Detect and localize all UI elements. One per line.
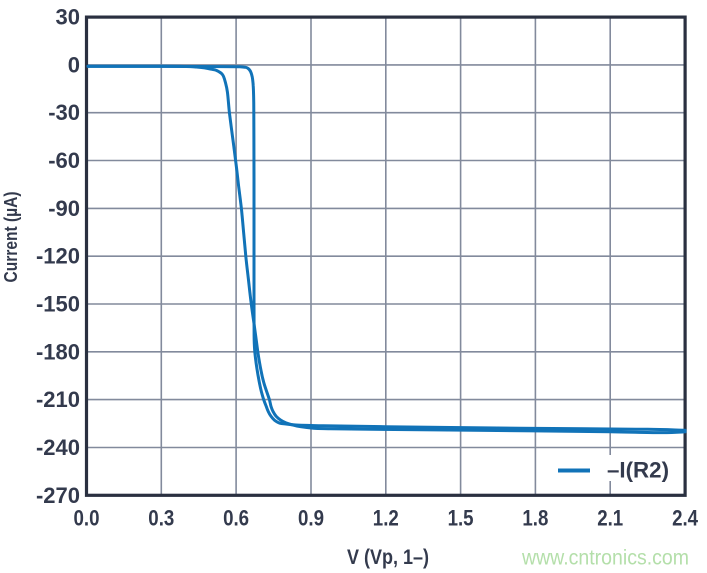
svg-text:www.cntronics.com: www.cntronics.com: [521, 547, 689, 570]
svg-text:-120: -120: [36, 244, 80, 269]
svg-text:-150: -150: [36, 292, 80, 317]
svg-text:-60: -60: [48, 148, 80, 173]
svg-text:1.5: 1.5: [448, 506, 474, 531]
svg-text:2.4: 2.4: [672, 506, 699, 531]
svg-text:-210: -210: [36, 387, 80, 412]
svg-text:Current (µA): Current (µA): [1, 192, 21, 283]
svg-text:0.0: 0.0: [74, 506, 100, 531]
svg-text:-30: -30: [48, 100, 80, 125]
svg-text:-240: -240: [36, 435, 80, 460]
svg-text:1.2: 1.2: [373, 506, 399, 531]
svg-text:30: 30: [56, 5, 80, 30]
svg-text:-180: -180: [36, 339, 80, 364]
svg-text:V (Vp, 1–): V (Vp, 1–): [347, 546, 429, 569]
svg-text:0: 0: [68, 52, 80, 77]
svg-text:0.6: 0.6: [223, 506, 249, 531]
svg-text:-90: -90: [48, 196, 80, 221]
svg-text:0.3: 0.3: [148, 506, 174, 531]
svg-text:1.8: 1.8: [522, 506, 548, 531]
svg-text:2.1: 2.1: [597, 506, 623, 531]
svg-text:-270: -270: [36, 483, 80, 508]
svg-text:0.9: 0.9: [298, 506, 324, 531]
svg-text:–I(R2): –I(R2): [607, 458, 669, 483]
